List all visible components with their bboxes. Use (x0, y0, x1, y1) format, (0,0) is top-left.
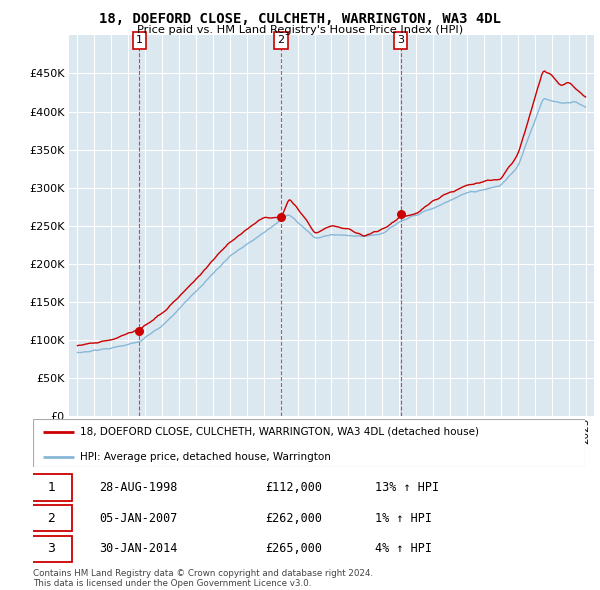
Text: £112,000: £112,000 (265, 481, 322, 494)
Text: 3: 3 (397, 35, 404, 45)
Text: Price paid vs. HM Land Registry's House Price Index (HPI): Price paid vs. HM Land Registry's House … (137, 25, 463, 35)
FancyBboxPatch shape (30, 505, 71, 531)
FancyBboxPatch shape (33, 419, 585, 467)
Text: 2: 2 (277, 35, 284, 45)
Text: 18, DOEFORD CLOSE, CULCHETH, WARRINGTON, WA3 4DL: 18, DOEFORD CLOSE, CULCHETH, WARRINGTON,… (99, 12, 501, 26)
Text: 4% ↑ HPI: 4% ↑ HPI (375, 542, 432, 555)
FancyBboxPatch shape (30, 474, 71, 500)
Text: 3: 3 (47, 542, 55, 555)
Text: 1: 1 (47, 481, 55, 494)
Text: 18, DOEFORD CLOSE, CULCHETH, WARRINGTON, WA3 4DL (detached house): 18, DOEFORD CLOSE, CULCHETH, WARRINGTON,… (80, 427, 479, 437)
FancyBboxPatch shape (30, 536, 71, 562)
Text: £262,000: £262,000 (265, 512, 322, 525)
Text: 05-JAN-2007: 05-JAN-2007 (99, 512, 178, 525)
Text: £265,000: £265,000 (265, 542, 322, 555)
Text: 13% ↑ HPI: 13% ↑ HPI (375, 481, 439, 494)
Text: 1% ↑ HPI: 1% ↑ HPI (375, 512, 432, 525)
Text: Contains HM Land Registry data © Crown copyright and database right 2024.
This d: Contains HM Land Registry data © Crown c… (33, 569, 373, 588)
Text: 1: 1 (136, 35, 143, 45)
Text: HPI: Average price, detached house, Warrington: HPI: Average price, detached house, Warr… (80, 451, 331, 461)
Text: 2: 2 (47, 512, 55, 525)
Text: 30-JAN-2014: 30-JAN-2014 (99, 542, 178, 555)
Text: 28-AUG-1998: 28-AUG-1998 (99, 481, 178, 494)
